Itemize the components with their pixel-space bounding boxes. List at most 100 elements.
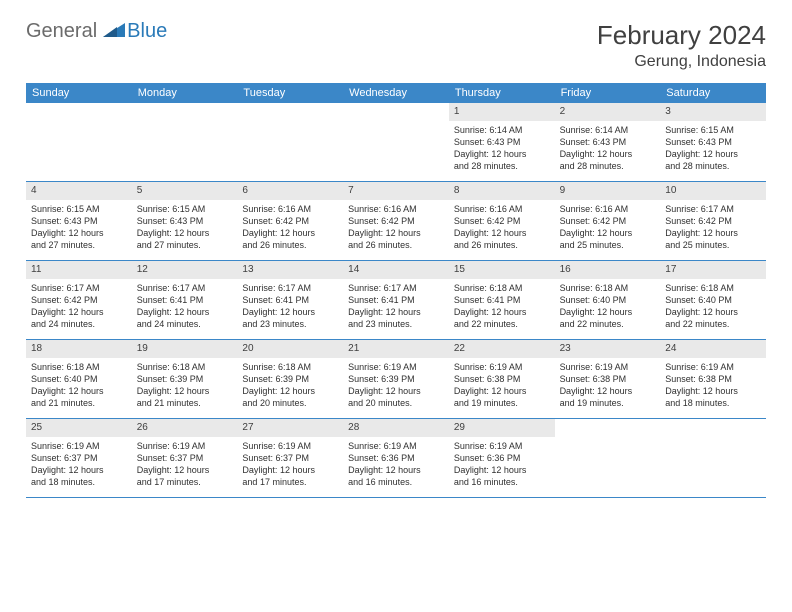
cell-line-sunrise: Sunrise: 6:16 AM bbox=[242, 203, 338, 215]
calendar-body: 1Sunrise: 6:14 AMSunset: 6:43 PMDaylight… bbox=[26, 103, 766, 498]
cell-line-dl1: Daylight: 12 hours bbox=[137, 464, 233, 476]
cell-line-dl1: Daylight: 12 hours bbox=[31, 385, 127, 397]
cell-body: Sunrise: 6:17 AMSunset: 6:42 PMDaylight:… bbox=[660, 200, 766, 257]
calendar-cell: 18Sunrise: 6:18 AMSunset: 6:40 PMDayligh… bbox=[26, 340, 132, 418]
calendar-cell: 24Sunrise: 6:19 AMSunset: 6:38 PMDayligh… bbox=[660, 340, 766, 418]
day-number: 14 bbox=[343, 261, 449, 279]
calendar-cell: 9Sunrise: 6:16 AMSunset: 6:42 PMDaylight… bbox=[555, 182, 661, 260]
day-number: 6 bbox=[237, 182, 343, 200]
cell-line-sunset: Sunset: 6:36 PM bbox=[454, 452, 550, 464]
day-number: 13 bbox=[237, 261, 343, 279]
day-number: 28 bbox=[343, 419, 449, 437]
cell-line-sunset: Sunset: 6:38 PM bbox=[665, 373, 761, 385]
cell-line-dl1: Daylight: 12 hours bbox=[665, 385, 761, 397]
cell-line-sunrise: Sunrise: 6:19 AM bbox=[348, 361, 444, 373]
cell-body: Sunrise: 6:19 AMSunset: 6:38 PMDaylight:… bbox=[660, 358, 766, 415]
cell-line-dl1: Daylight: 12 hours bbox=[242, 385, 338, 397]
day-number bbox=[26, 103, 132, 121]
cell-line-sunrise: Sunrise: 6:16 AM bbox=[560, 203, 656, 215]
cell-line-sunrise: Sunrise: 6:15 AM bbox=[665, 124, 761, 136]
cell-line-dl1: Daylight: 12 hours bbox=[560, 148, 656, 160]
day-header: Wednesday bbox=[343, 83, 449, 103]
calendar-cell: 26Sunrise: 6:19 AMSunset: 6:37 PMDayligh… bbox=[132, 419, 238, 497]
cell-line-sunset: Sunset: 6:41 PM bbox=[137, 294, 233, 306]
location-label: Gerung, Indonesia bbox=[597, 53, 766, 71]
cell-line-dl2: and 27 minutes. bbox=[31, 239, 127, 251]
cell-line-sunrise: Sunrise: 6:16 AM bbox=[454, 203, 550, 215]
calendar-cell: 13Sunrise: 6:17 AMSunset: 6:41 PMDayligh… bbox=[237, 261, 343, 339]
cell-line-dl1: Daylight: 12 hours bbox=[454, 227, 550, 239]
cell-line-sunset: Sunset: 6:42 PM bbox=[454, 215, 550, 227]
cell-body: Sunrise: 6:16 AMSunset: 6:42 PMDaylight:… bbox=[449, 200, 555, 257]
cell-body: Sunrise: 6:17 AMSunset: 6:41 PMDaylight:… bbox=[132, 279, 238, 336]
day-number: 5 bbox=[132, 182, 238, 200]
cell-line-sunset: Sunset: 6:39 PM bbox=[242, 373, 338, 385]
cell-body: Sunrise: 6:19 AMSunset: 6:36 PMDaylight:… bbox=[449, 437, 555, 494]
calendar-cell: 8Sunrise: 6:16 AMSunset: 6:42 PMDaylight… bbox=[449, 182, 555, 260]
cell-line-dl1: Daylight: 12 hours bbox=[454, 148, 550, 160]
cell-line-dl2: and 20 minutes. bbox=[348, 397, 444, 409]
day-header: Monday bbox=[132, 83, 238, 103]
cell-line-dl2: and 28 minutes. bbox=[665, 160, 761, 172]
cell-body bbox=[555, 437, 661, 445]
cell-line-dl2: and 19 minutes. bbox=[454, 397, 550, 409]
day-number bbox=[660, 419, 766, 437]
cell-line-dl1: Daylight: 12 hours bbox=[665, 227, 761, 239]
cell-body: Sunrise: 6:19 AMSunset: 6:38 PMDaylight:… bbox=[449, 358, 555, 415]
cell-line-sunrise: Sunrise: 6:19 AM bbox=[665, 361, 761, 373]
day-number: 26 bbox=[132, 419, 238, 437]
calendar-cell: 2Sunrise: 6:14 AMSunset: 6:43 PMDaylight… bbox=[555, 103, 661, 181]
calendar-cell: 25Sunrise: 6:19 AMSunset: 6:37 PMDayligh… bbox=[26, 419, 132, 497]
cell-line-dl1: Daylight: 12 hours bbox=[137, 227, 233, 239]
cell-line-dl1: Daylight: 12 hours bbox=[348, 385, 444, 397]
calendar-cell: 11Sunrise: 6:17 AMSunset: 6:42 PMDayligh… bbox=[26, 261, 132, 339]
calendar-cell bbox=[26, 103, 132, 181]
cell-line-dl2: and 21 minutes. bbox=[31, 397, 127, 409]
day-number: 29 bbox=[449, 419, 555, 437]
cell-line-dl2: and 27 minutes. bbox=[137, 239, 233, 251]
week-row: 11Sunrise: 6:17 AMSunset: 6:42 PMDayligh… bbox=[26, 261, 766, 340]
cell-line-sunset: Sunset: 6:39 PM bbox=[348, 373, 444, 385]
cell-line-dl1: Daylight: 12 hours bbox=[137, 306, 233, 318]
cell-body: Sunrise: 6:16 AMSunset: 6:42 PMDaylight:… bbox=[555, 200, 661, 257]
cell-line-sunrise: Sunrise: 6:18 AM bbox=[665, 282, 761, 294]
day-number: 1 bbox=[449, 103, 555, 121]
day-number: 23 bbox=[555, 340, 661, 358]
calendar-cell: 28Sunrise: 6:19 AMSunset: 6:36 PMDayligh… bbox=[343, 419, 449, 497]
week-row: 18Sunrise: 6:18 AMSunset: 6:40 PMDayligh… bbox=[26, 340, 766, 419]
cell-line-dl1: Daylight: 12 hours bbox=[348, 464, 444, 476]
week-row: 4Sunrise: 6:15 AMSunset: 6:43 PMDaylight… bbox=[26, 182, 766, 261]
cell-line-dl1: Daylight: 12 hours bbox=[454, 385, 550, 397]
cell-line-sunrise: Sunrise: 6:19 AM bbox=[454, 440, 550, 452]
cell-body: Sunrise: 6:18 AMSunset: 6:39 PMDaylight:… bbox=[132, 358, 238, 415]
calendar-cell bbox=[132, 103, 238, 181]
cell-line-sunrise: Sunrise: 6:18 AM bbox=[560, 282, 656, 294]
cell-line-sunrise: Sunrise: 6:15 AM bbox=[31, 203, 127, 215]
day-number bbox=[555, 419, 661, 437]
calendar-cell: 17Sunrise: 6:18 AMSunset: 6:40 PMDayligh… bbox=[660, 261, 766, 339]
day-header: Tuesday bbox=[237, 83, 343, 103]
cell-body: Sunrise: 6:19 AMSunset: 6:38 PMDaylight:… bbox=[555, 358, 661, 415]
day-number: 11 bbox=[26, 261, 132, 279]
day-number: 15 bbox=[449, 261, 555, 279]
calendar-cell: 29Sunrise: 6:19 AMSunset: 6:36 PMDayligh… bbox=[449, 419, 555, 497]
cell-line-dl2: and 24 minutes. bbox=[137, 318, 233, 330]
cell-line-sunrise: Sunrise: 6:18 AM bbox=[31, 361, 127, 373]
cell-body: Sunrise: 6:19 AMSunset: 6:37 PMDaylight:… bbox=[26, 437, 132, 494]
cell-line-sunset: Sunset: 6:36 PM bbox=[348, 452, 444, 464]
cell-body: Sunrise: 6:19 AMSunset: 6:37 PMDaylight:… bbox=[237, 437, 343, 494]
day-number: 19 bbox=[132, 340, 238, 358]
cell-line-sunrise: Sunrise: 6:14 AM bbox=[454, 124, 550, 136]
cell-line-dl1: Daylight: 12 hours bbox=[560, 385, 656, 397]
cell-line-sunset: Sunset: 6:38 PM bbox=[560, 373, 656, 385]
week-row: 1Sunrise: 6:14 AMSunset: 6:43 PMDaylight… bbox=[26, 103, 766, 182]
day-header: Saturday bbox=[660, 83, 766, 103]
calendar-cell: 10Sunrise: 6:17 AMSunset: 6:42 PMDayligh… bbox=[660, 182, 766, 260]
day-header: Friday bbox=[555, 83, 661, 103]
day-number: 7 bbox=[343, 182, 449, 200]
cell-line-sunset: Sunset: 6:41 PM bbox=[242, 294, 338, 306]
month-title: February 2024 bbox=[597, 20, 766, 51]
cell-body: Sunrise: 6:17 AMSunset: 6:41 PMDaylight:… bbox=[237, 279, 343, 336]
calendar-cell: 6Sunrise: 6:16 AMSunset: 6:42 PMDaylight… bbox=[237, 182, 343, 260]
cell-line-dl2: and 26 minutes. bbox=[454, 239, 550, 251]
